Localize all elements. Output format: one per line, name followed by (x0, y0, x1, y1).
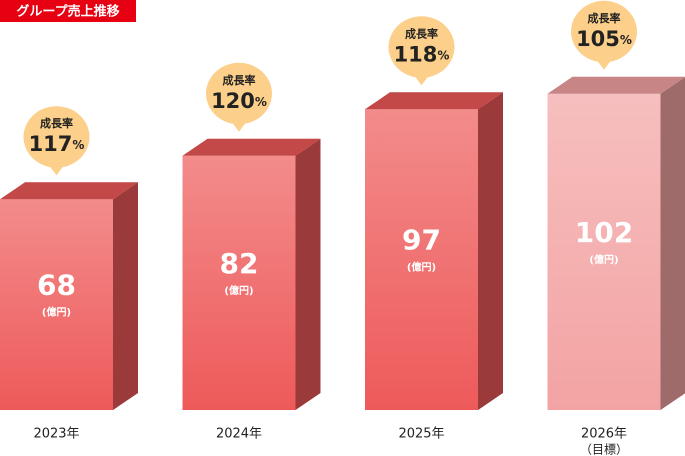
bar-3d (182, 138, 321, 411)
bar-3d (547, 76, 685, 411)
growth-rate: 120% (211, 89, 267, 113)
growth-rate: 105% (576, 27, 632, 51)
value-label: 97 (402, 224, 441, 257)
bar-side-shade (113, 182, 138, 410)
bar-top (0, 182, 138, 200)
x-tick-label: 2025年 (398, 427, 444, 442)
bar-shine (0, 199, 113, 410)
growth-rate-value: 117 (29, 132, 73, 156)
value-label: 102 (575, 216, 633, 249)
bar-shine (182, 155, 296, 410)
bar-shine (547, 93, 661, 411)
value-unit: (億円) (42, 306, 71, 319)
bar-top-shade (0, 182, 138, 200)
value-label: 82 (220, 247, 259, 280)
bar-shine (365, 109, 478, 411)
bar-top-shade (182, 138, 321, 156)
bar-3d (0, 182, 138, 410)
growth-rate-value: 105 (576, 27, 620, 51)
value-unit: (億円) (224, 284, 253, 297)
x-tick-label: 2024年 (216, 427, 262, 442)
bar-side-shade (478, 92, 503, 411)
x-tick-note: （目標） (580, 443, 628, 456)
growth-label: 成長率 (40, 116, 73, 130)
growth-rate-unit: % (255, 94, 267, 108)
bar-side (113, 182, 138, 410)
bar-side (478, 92, 503, 411)
growth-rate: 117% (29, 132, 85, 156)
bar-side (660, 77, 685, 410)
growth-rate-unit: % (72, 138, 84, 152)
growth-rate-value: 118 (394, 42, 438, 66)
bar-side-shade (660, 77, 685, 410)
growth-rate: 118% (394, 42, 450, 66)
bar-top-shade (547, 76, 685, 94)
value-unit: (億円) (589, 253, 618, 266)
bar-3d (365, 92, 503, 411)
value-label: 68 (37, 269, 76, 302)
growth-bubble (206, 62, 272, 132)
bar-top (365, 92, 503, 110)
bar-top (182, 138, 321, 156)
growth-label: 成長率 (223, 73, 256, 87)
x-tick-label: 2026年 (581, 427, 627, 442)
growth-rate-value: 120 (211, 89, 255, 113)
growth-label: 成長率 (588, 11, 621, 25)
growth-rate-unit: % (620, 32, 632, 46)
growth-bubble (388, 16, 455, 86)
x-tick-label: 2023年 (33, 427, 79, 442)
growth-bubble (571, 0, 637, 70)
growth-label: 成長率 (405, 26, 438, 40)
value-unit: (億円) (407, 261, 436, 274)
bar-side (295, 138, 321, 411)
title-box (0, 0, 136, 22)
bar-side-shade (295, 138, 321, 411)
growth-rate-unit: % (437, 48, 449, 62)
bar-top-shade (365, 92, 503, 110)
chart-title: グループ売上推移 (16, 4, 119, 20)
bar-top (547, 76, 685, 94)
growth-bubble (23, 106, 90, 176)
